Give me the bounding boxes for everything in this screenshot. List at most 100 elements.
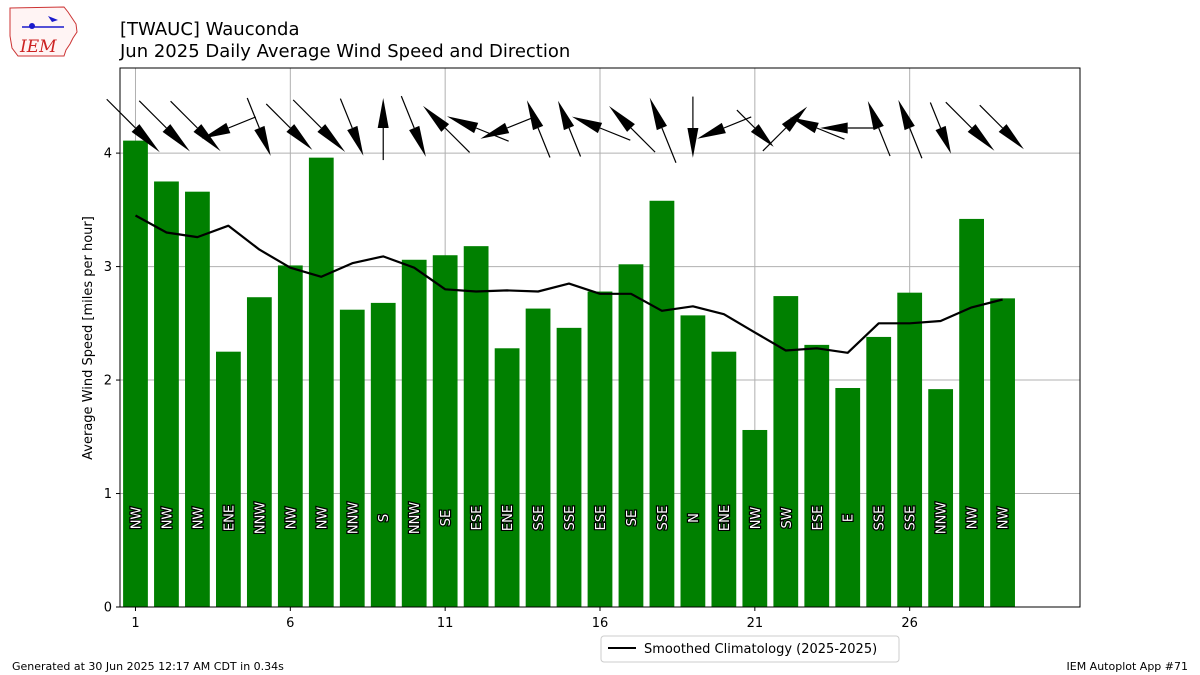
bar — [618, 264, 644, 607]
direction-label: ENE — [501, 505, 516, 531]
wind-barb — [423, 105, 471, 153]
bar — [339, 309, 365, 607]
x-tick-label: 26 — [901, 616, 918, 631]
direction-label: SSE — [532, 506, 547, 531]
bar — [866, 336, 892, 607]
wind-barb — [138, 100, 190, 152]
wind-barb-arrow — [377, 98, 389, 128]
bar — [897, 292, 923, 607]
wind-barb — [246, 97, 271, 156]
bar — [742, 429, 768, 607]
y-axis-label: Average Wind Speed [miles per hour] — [81, 216, 96, 460]
direction-label: NW — [284, 507, 299, 530]
bar — [123, 140, 148, 607]
wind-barb — [558, 100, 582, 157]
direction-label: NNW — [346, 502, 361, 534]
direction-label: ESE — [470, 506, 485, 531]
bar — [835, 387, 861, 607]
bar — [216, 351, 241, 607]
bar — [959, 218, 984, 608]
direction-label: ESE — [594, 506, 609, 531]
direction-label: NW — [997, 507, 1012, 530]
bar — [649, 200, 675, 607]
direction-label: SE — [439, 510, 454, 526]
wind-barb-arrow — [935, 125, 951, 154]
wind-barb — [201, 116, 256, 139]
bar — [928, 389, 954, 607]
y-tick-label: 0 — [104, 601, 112, 616]
bar — [308, 157, 334, 607]
wind-barb-shaft — [909, 127, 923, 159]
wind-barb-shaft — [878, 127, 891, 157]
y-tick-label: 2 — [104, 374, 112, 389]
wind-barb-shaft — [599, 127, 631, 141]
wind-barb-arrow — [286, 124, 313, 150]
direction-label: SSE — [563, 506, 578, 531]
wind-barb-arrow — [409, 125, 426, 157]
bar — [556, 327, 582, 607]
wind-barb — [400, 95, 426, 157]
wind-barb-arrow — [750, 124, 774, 147]
legend-label: Smoothed Climatology (2025-2025) — [644, 642, 877, 657]
direction-label: NW — [749, 507, 764, 530]
wind-barb-shaft — [339, 98, 353, 129]
wind-barb — [945, 101, 995, 151]
wind-barb — [649, 97, 677, 163]
bar — [401, 259, 427, 607]
wind-barb-arrow — [820, 122, 848, 134]
direction-label: ESE — [811, 506, 826, 531]
iowa-outline-icon — [9, 6, 78, 57]
wind-barb-shaft — [816, 127, 845, 140]
direction-label: S — [377, 514, 392, 522]
wind-barb — [979, 104, 1024, 150]
legend: Smoothed Climatology (2025-2025) — [600, 635, 900, 663]
direction-label: ENE — [222, 505, 237, 531]
wind-barb-shaft — [979, 104, 1004, 129]
wind-barb-shaft — [400, 95, 415, 129]
x-tick-label: 11 — [437, 616, 454, 631]
wind-barb-arrow — [526, 100, 544, 131]
bar — [246, 297, 272, 607]
wind-barb-shaft — [723, 116, 752, 129]
bar — [277, 265, 303, 607]
wind-barb-arrow — [423, 105, 450, 132]
footer-app: IEM Autoplot App #71 — [1067, 660, 1189, 673]
chart-title-line2: Jun 2025 Daily Average Wind Speed and Di… — [119, 41, 570, 62]
bar — [154, 181, 179, 607]
wind-barb — [687, 96, 699, 158]
chart-title-line1: [TWAUC] Wauconda — [120, 19, 300, 40]
wind-barb-shaft — [537, 127, 551, 158]
direction-label: NW — [129, 507, 144, 530]
y-tick-label: 3 — [104, 260, 112, 275]
bar — [990, 298, 1015, 607]
wind-barb — [339, 98, 364, 156]
bar — [773, 296, 799, 607]
direction-label: SSE — [873, 506, 888, 531]
wind-barb — [867, 101, 891, 157]
direction-label: NNW — [408, 502, 423, 534]
wind-barb — [820, 122, 876, 134]
direction-label: SW — [780, 507, 795, 528]
bar — [711, 351, 737, 607]
bar — [525, 308, 551, 607]
direction-label: NNW — [253, 502, 268, 534]
wind-barb-shaft — [661, 127, 677, 163]
bar — [587, 291, 613, 607]
bar — [494, 348, 520, 607]
logo-text: IEM — [19, 37, 57, 57]
direction-label: SSE — [656, 506, 671, 531]
wind-barb — [609, 106, 656, 153]
bar — [463, 246, 489, 607]
bar — [370, 302, 396, 607]
wind-barb-arrow — [131, 124, 160, 153]
wind-barbs — [106, 95, 1024, 163]
wind-barb-shaft — [292, 99, 322, 129]
wind-barb-arrow — [998, 124, 1024, 150]
wind-barb-arrow — [571, 116, 603, 134]
bar — [432, 255, 458, 608]
wind-barb — [480, 116, 535, 139]
wind-barb-shaft — [246, 97, 260, 129]
wind-barb-arrow — [790, 117, 819, 134]
wind-barb-shaft — [929, 102, 942, 129]
